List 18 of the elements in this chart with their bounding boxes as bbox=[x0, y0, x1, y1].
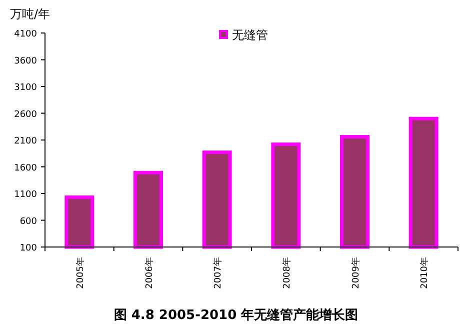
x-tick-label: 2009年 bbox=[350, 257, 362, 289]
y-tick-label: 1100 bbox=[14, 190, 38, 200]
y-tick-label: 600 bbox=[20, 216, 38, 227]
x-tick-label: 2008年 bbox=[281, 257, 292, 289]
y-tick-label: 2600 bbox=[14, 110, 38, 120]
x-tick-label: 2007年 bbox=[212, 257, 224, 289]
x-tick-label: 2005年 bbox=[74, 257, 86, 289]
y-tick-label: 3100 bbox=[14, 83, 38, 93]
y-tick-label: 4100 bbox=[14, 30, 38, 40]
text: 图 4.8 2005-2010 年无缝管产能增长图 bbox=[114, 307, 358, 323]
x-tick-label: 2010年 bbox=[419, 257, 430, 289]
y-tick-label: 1600 bbox=[14, 163, 38, 174]
y-tick-label: 2100 bbox=[14, 136, 38, 146]
y-tick-label: 3600 bbox=[14, 56, 38, 66]
x-tick-label: 2006年 bbox=[144, 257, 155, 289]
y-tick-label: 100 bbox=[20, 244, 38, 254]
y-axis-title: 万吨/年 bbox=[10, 7, 50, 21]
legend-label: 无缝管 bbox=[232, 28, 268, 42]
